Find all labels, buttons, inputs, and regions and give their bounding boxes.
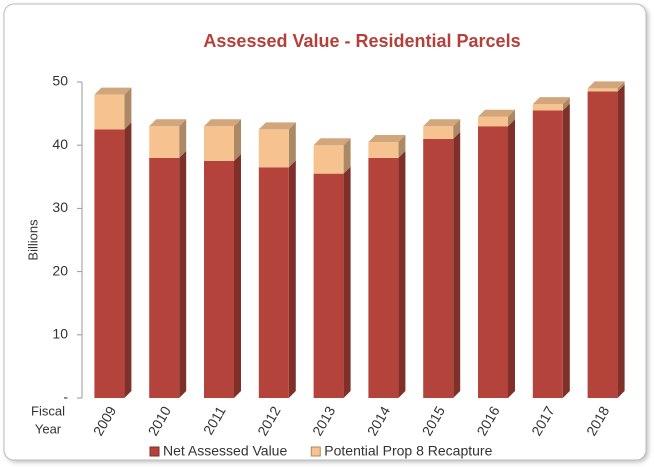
- x-axis-label: Year: [35, 421, 62, 436]
- bar: [313, 145, 344, 174]
- bar-top: [587, 81, 625, 89]
- bar-top: [532, 97, 570, 105]
- bar: [149, 126, 180, 158]
- bar-side: [617, 81, 625, 92]
- legend-swatch: [149, 446, 160, 457]
- bar-side: [343, 138, 351, 174]
- legend-label: Net Assessed Value: [163, 443, 287, 459]
- bar-top: [149, 119, 187, 127]
- bar-side: [124, 87, 132, 130]
- bar-side: [179, 150, 187, 398]
- y-tick-label: -: [63, 389, 68, 405]
- bar-side: [288, 160, 296, 398]
- bar-side: [508, 109, 515, 127]
- bar: [368, 142, 399, 158]
- bar-side: [562, 97, 570, 111]
- bar: [478, 126, 508, 399]
- bar-side: [179, 119, 187, 158]
- bar: [423, 126, 454, 139]
- bar: [258, 167, 289, 398]
- bar: [204, 161, 234, 398]
- bar-side: [343, 166, 351, 398]
- bar: [204, 126, 234, 161]
- bar-side: [398, 150, 406, 398]
- bar-top: [423, 119, 461, 127]
- bar-side: [617, 84, 625, 398]
- bar: [423, 138, 454, 398]
- bar: [313, 173, 344, 398]
- bar: [478, 116, 508, 127]
- bar-top: [94, 87, 132, 95]
- bar-side: [234, 154, 241, 398]
- bar-side: [234, 119, 241, 161]
- legend-label: Potential Prop 8 Recapture: [324, 443, 492, 459]
- bar-side: [398, 135, 406, 158]
- y-tick-label: 30: [52, 199, 68, 215]
- bar: [94, 94, 125, 130]
- bar: [368, 157, 399, 398]
- y-tick-label: 20: [52, 262, 68, 278]
- bar: [149, 157, 180, 398]
- bar-side: [453, 119, 461, 139]
- y-axis-label: Billions: [25, 219, 40, 261]
- y-tick-label: 50: [52, 73, 68, 89]
- chart-title: Assessed Value - Residential Parcels: [203, 31, 520, 51]
- bar-side: [508, 119, 515, 399]
- bar-top: [478, 109, 515, 117]
- x-axis-label: Fiscal: [31, 403, 65, 418]
- bar-side: [124, 122, 132, 399]
- bar-side: [288, 122, 296, 168]
- bar: [587, 91, 618, 398]
- bar-top: [258, 122, 296, 130]
- bar-top: [204, 119, 241, 127]
- bar-top: [313, 138, 351, 146]
- y-tick-label: 40: [52, 136, 68, 152]
- bar: [258, 129, 289, 168]
- legend-swatch: [310, 446, 321, 457]
- y-tick-label: 10: [52, 326, 68, 342]
- bar-top: [368, 135, 406, 143]
- bar: [532, 110, 563, 398]
- bar-side: [562, 103, 570, 398]
- bar: [94, 129, 125, 398]
- bar: [532, 104, 563, 111]
- bar-side: [453, 131, 461, 398]
- bar: [587, 88, 618, 92]
